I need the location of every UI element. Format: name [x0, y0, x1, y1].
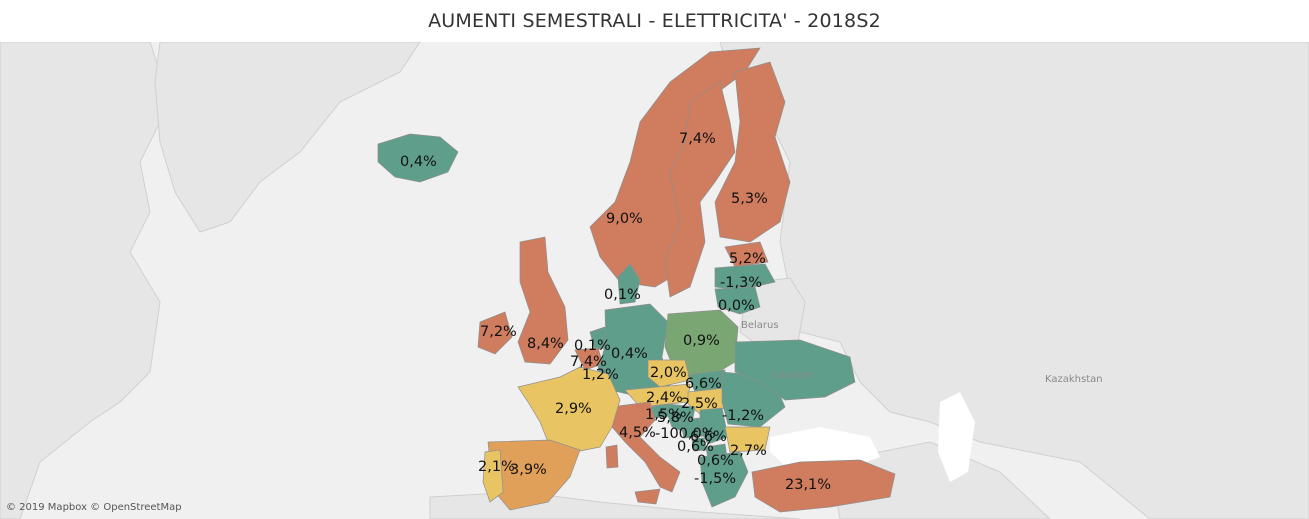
country-serbia[interactable] [699, 407, 729, 445]
value-label-finland: 5,3% [731, 191, 768, 207]
map-attribution[interactable]: © 2019 Mapbox © OpenStreetMap [6, 502, 182, 513]
country-denmark[interactable] [617, 263, 641, 305]
value-label-iceland: 0,4% [400, 154, 437, 170]
country-turkey[interactable] [751, 459, 896, 513]
land-greenland [154, 42, 421, 233]
place-label-kazakhstan: Kazakhstan [1045, 374, 1103, 385]
value-label-hungary: 2,5% [681, 396, 718, 412]
value-label-netherlands: 0,1% [574, 338, 611, 354]
country-italy[interactable] [609, 401, 681, 493]
value-label-latvia: -1,3% [720, 275, 762, 291]
value-label-greece: -1,5% [694, 471, 736, 487]
countries [377, 47, 896, 513]
country-lithuania[interactable] [714, 286, 761, 315]
country-sweden[interactable] [664, 81, 736, 298]
value-labels: 0,4% 9,0% 7,4% 5,3% 5,2% -1,3% 0,0% 0,1%… [400, 131, 831, 493]
value-label-sweden: 7,4% [679, 131, 716, 147]
land-north-america [0, 42, 171, 519]
caspian-sea [938, 392, 975, 482]
value-label-lithuania: 0,0% [718, 298, 755, 314]
value-label-belgium: 7,4% [570, 354, 607, 370]
value-label-austria: 2,4% [646, 390, 683, 406]
country-uk[interactable] [517, 236, 569, 365]
land-middle-east [829, 441, 1051, 519]
value-label-montenegro: 0,6% [677, 439, 714, 455]
country-latvia[interactable] [714, 263, 776, 291]
map-canvas[interactable]: Belarus Ukraine Kazakhstan 0,4% 9,0% 7,4… [0, 42, 1309, 519]
base-land [0, 42, 1309, 519]
value-label-denmark: 0,1% [604, 287, 641, 303]
country-ireland[interactable] [477, 311, 513, 355]
value-label-slovenia: 1,5% [645, 407, 682, 423]
country-finland[interactable] [714, 61, 791, 243]
country-sicily[interactable] [634, 488, 661, 505]
value-label-macedonia: 0,6% [697, 453, 734, 469]
country-estonia[interactable] [724, 241, 769, 268]
country-france[interactable] [517, 366, 621, 453]
value-label-serbia: 6,6% [690, 429, 727, 445]
value-label-portugal: 2,1% [478, 459, 515, 475]
place-label-ukraine: Ukraine [774, 370, 813, 381]
page-title: AUMENTI SEMESTRALI - ELETTRICITA' - 2018… [428, 10, 881, 32]
land-russia [719, 42, 1309, 519]
value-label-turkey: 23,1% [785, 477, 831, 493]
country-portugal[interactable] [482, 449, 504, 503]
map[interactable]: Belarus Ukraine Kazakhstan 0,4% 9,0% 7,4… [0, 42, 1309, 519]
land-africa [429, 491, 801, 519]
value-label-bosnia: -100,0% [655, 426, 716, 442]
country-montenegro[interactable] [691, 437, 707, 452]
value-label-poland: 0,9% [683, 333, 720, 349]
title-bar: AUMENTI SEMESTRALI - ELETTRICITA' - 2018… [0, 0, 1309, 42]
value-label-bulgaria: 2,7% [730, 443, 767, 459]
country-greece[interactable] [699, 451, 749, 508]
country-czech[interactable] [647, 359, 691, 388]
value-label-luxembourg: 1,2% [582, 367, 619, 383]
value-label-norway: 9,0% [606, 211, 643, 227]
value-label-italy: 4,5% [619, 425, 656, 441]
place-label-belarus: Belarus [741, 320, 779, 331]
country-sardinia[interactable] [605, 444, 619, 469]
value-label-france: 2,9% [555, 401, 592, 417]
value-label-croatia: 5,8% [657, 410, 694, 426]
country-bulgaria[interactable] [724, 426, 771, 453]
value-label-ireland: 7,2% [480, 324, 517, 340]
value-label-romania: -1,2% [722, 408, 764, 424]
value-label-uk: 8,4% [527, 336, 564, 352]
country-ukraine[interactable] [734, 339, 856, 401]
value-label-slovakia: 6,6% [685, 376, 722, 392]
value-label-czech: 2,0% [650, 365, 687, 381]
value-label-estonia: 5,2% [729, 251, 766, 267]
value-label-spain: 3,9% [510, 462, 547, 478]
country-iceland[interactable] [377, 133, 459, 183]
value-label-germany: 0,4% [611, 346, 648, 362]
